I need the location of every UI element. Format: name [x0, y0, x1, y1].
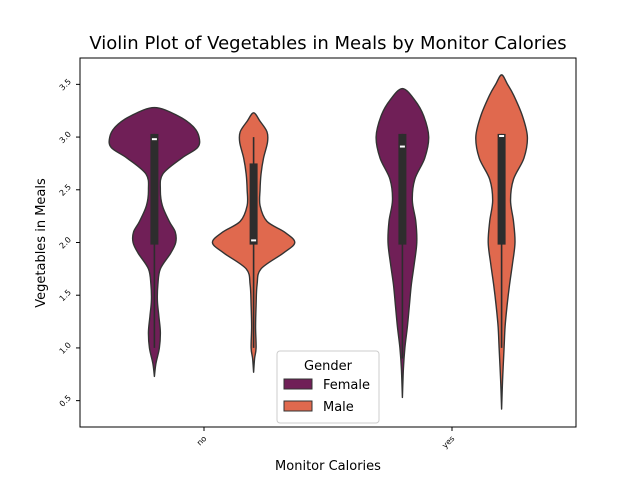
- legend-title: Gender: [304, 359, 353, 374]
- legend-swatch-female: [283, 378, 313, 390]
- legend-label-male: Male: [323, 400, 354, 415]
- y-tick-label: 2.5: [58, 182, 73, 197]
- median-marker-female-yes: [399, 145, 405, 148]
- x-axis-label: Monitor Calories: [275, 459, 381, 474]
- legend: Gender Female Male: [276, 350, 380, 424]
- median-marker-male-yes: [499, 135, 505, 138]
- legend-label-female: Female: [323, 378, 370, 393]
- y-tick-label: 3.0: [58, 130, 73, 145]
- iqr-box-male-yes: [497, 133, 506, 245]
- y-tick-label: 1.5: [58, 288, 73, 303]
- y-axis-label: Vegetables in Meals: [34, 178, 49, 308]
- plot-area: [108, 74, 529, 410]
- y-tick-label: 2.0: [58, 235, 73, 250]
- x-tick-label: yes: [440, 434, 456, 450]
- median-marker-female-no: [151, 138, 157, 141]
- x-tick-label: no: [195, 434, 208, 447]
- iqr-box-female-no: [150, 133, 159, 245]
- iqr-box-male-no: [249, 163, 258, 245]
- y-tick-label: 1.0: [58, 341, 73, 356]
- x-axis: no yes: [195, 427, 456, 450]
- iqr-box-female-yes: [398, 133, 407, 245]
- median-marker-male-no: [251, 239, 257, 242]
- y-axis: 0.5 1.0 1.5 2.0 2.5 3.0 3.5: [58, 77, 80, 409]
- y-tick-label: 3.5: [58, 77, 73, 92]
- legend-swatch-male: [283, 400, 313, 412]
- y-tick-label: 0.5: [58, 393, 73, 408]
- chart-title: Violin Plot of Vegetables in Meals by Mo…: [89, 33, 566, 54]
